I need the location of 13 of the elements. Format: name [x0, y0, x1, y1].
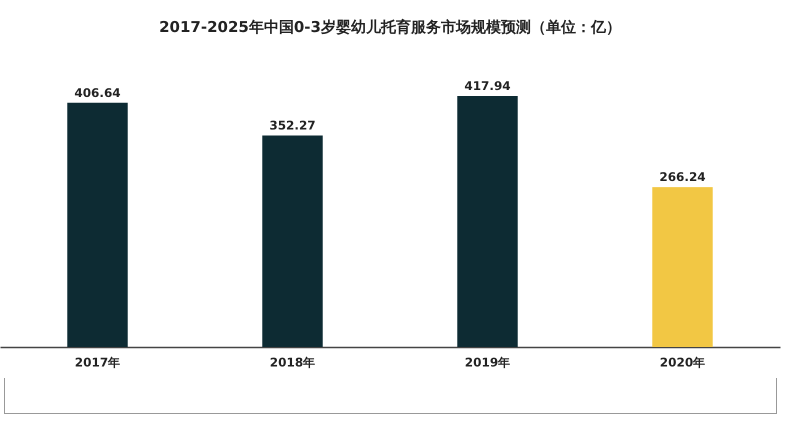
x-tick-label: 2017年	[74, 356, 120, 370]
bar	[67, 102, 128, 347]
data-label: 417.94	[464, 79, 511, 93]
data-label: 352.27	[269, 118, 316, 132]
data-label: 266.24	[659, 170, 706, 184]
x-tick-label: 2019年	[464, 356, 510, 370]
x-tick-label: 2018年	[270, 356, 316, 370]
bar	[262, 135, 323, 347]
data-label: 406.64	[74, 86, 121, 100]
bar	[457, 96, 518, 347]
x-tick-label: 2020年	[660, 356, 706, 370]
chart-title: 2017-2025年中国0-3岁婴幼儿托育服务市场规模预测（单位：亿）	[159, 18, 621, 36]
bar	[652, 187, 713, 347]
